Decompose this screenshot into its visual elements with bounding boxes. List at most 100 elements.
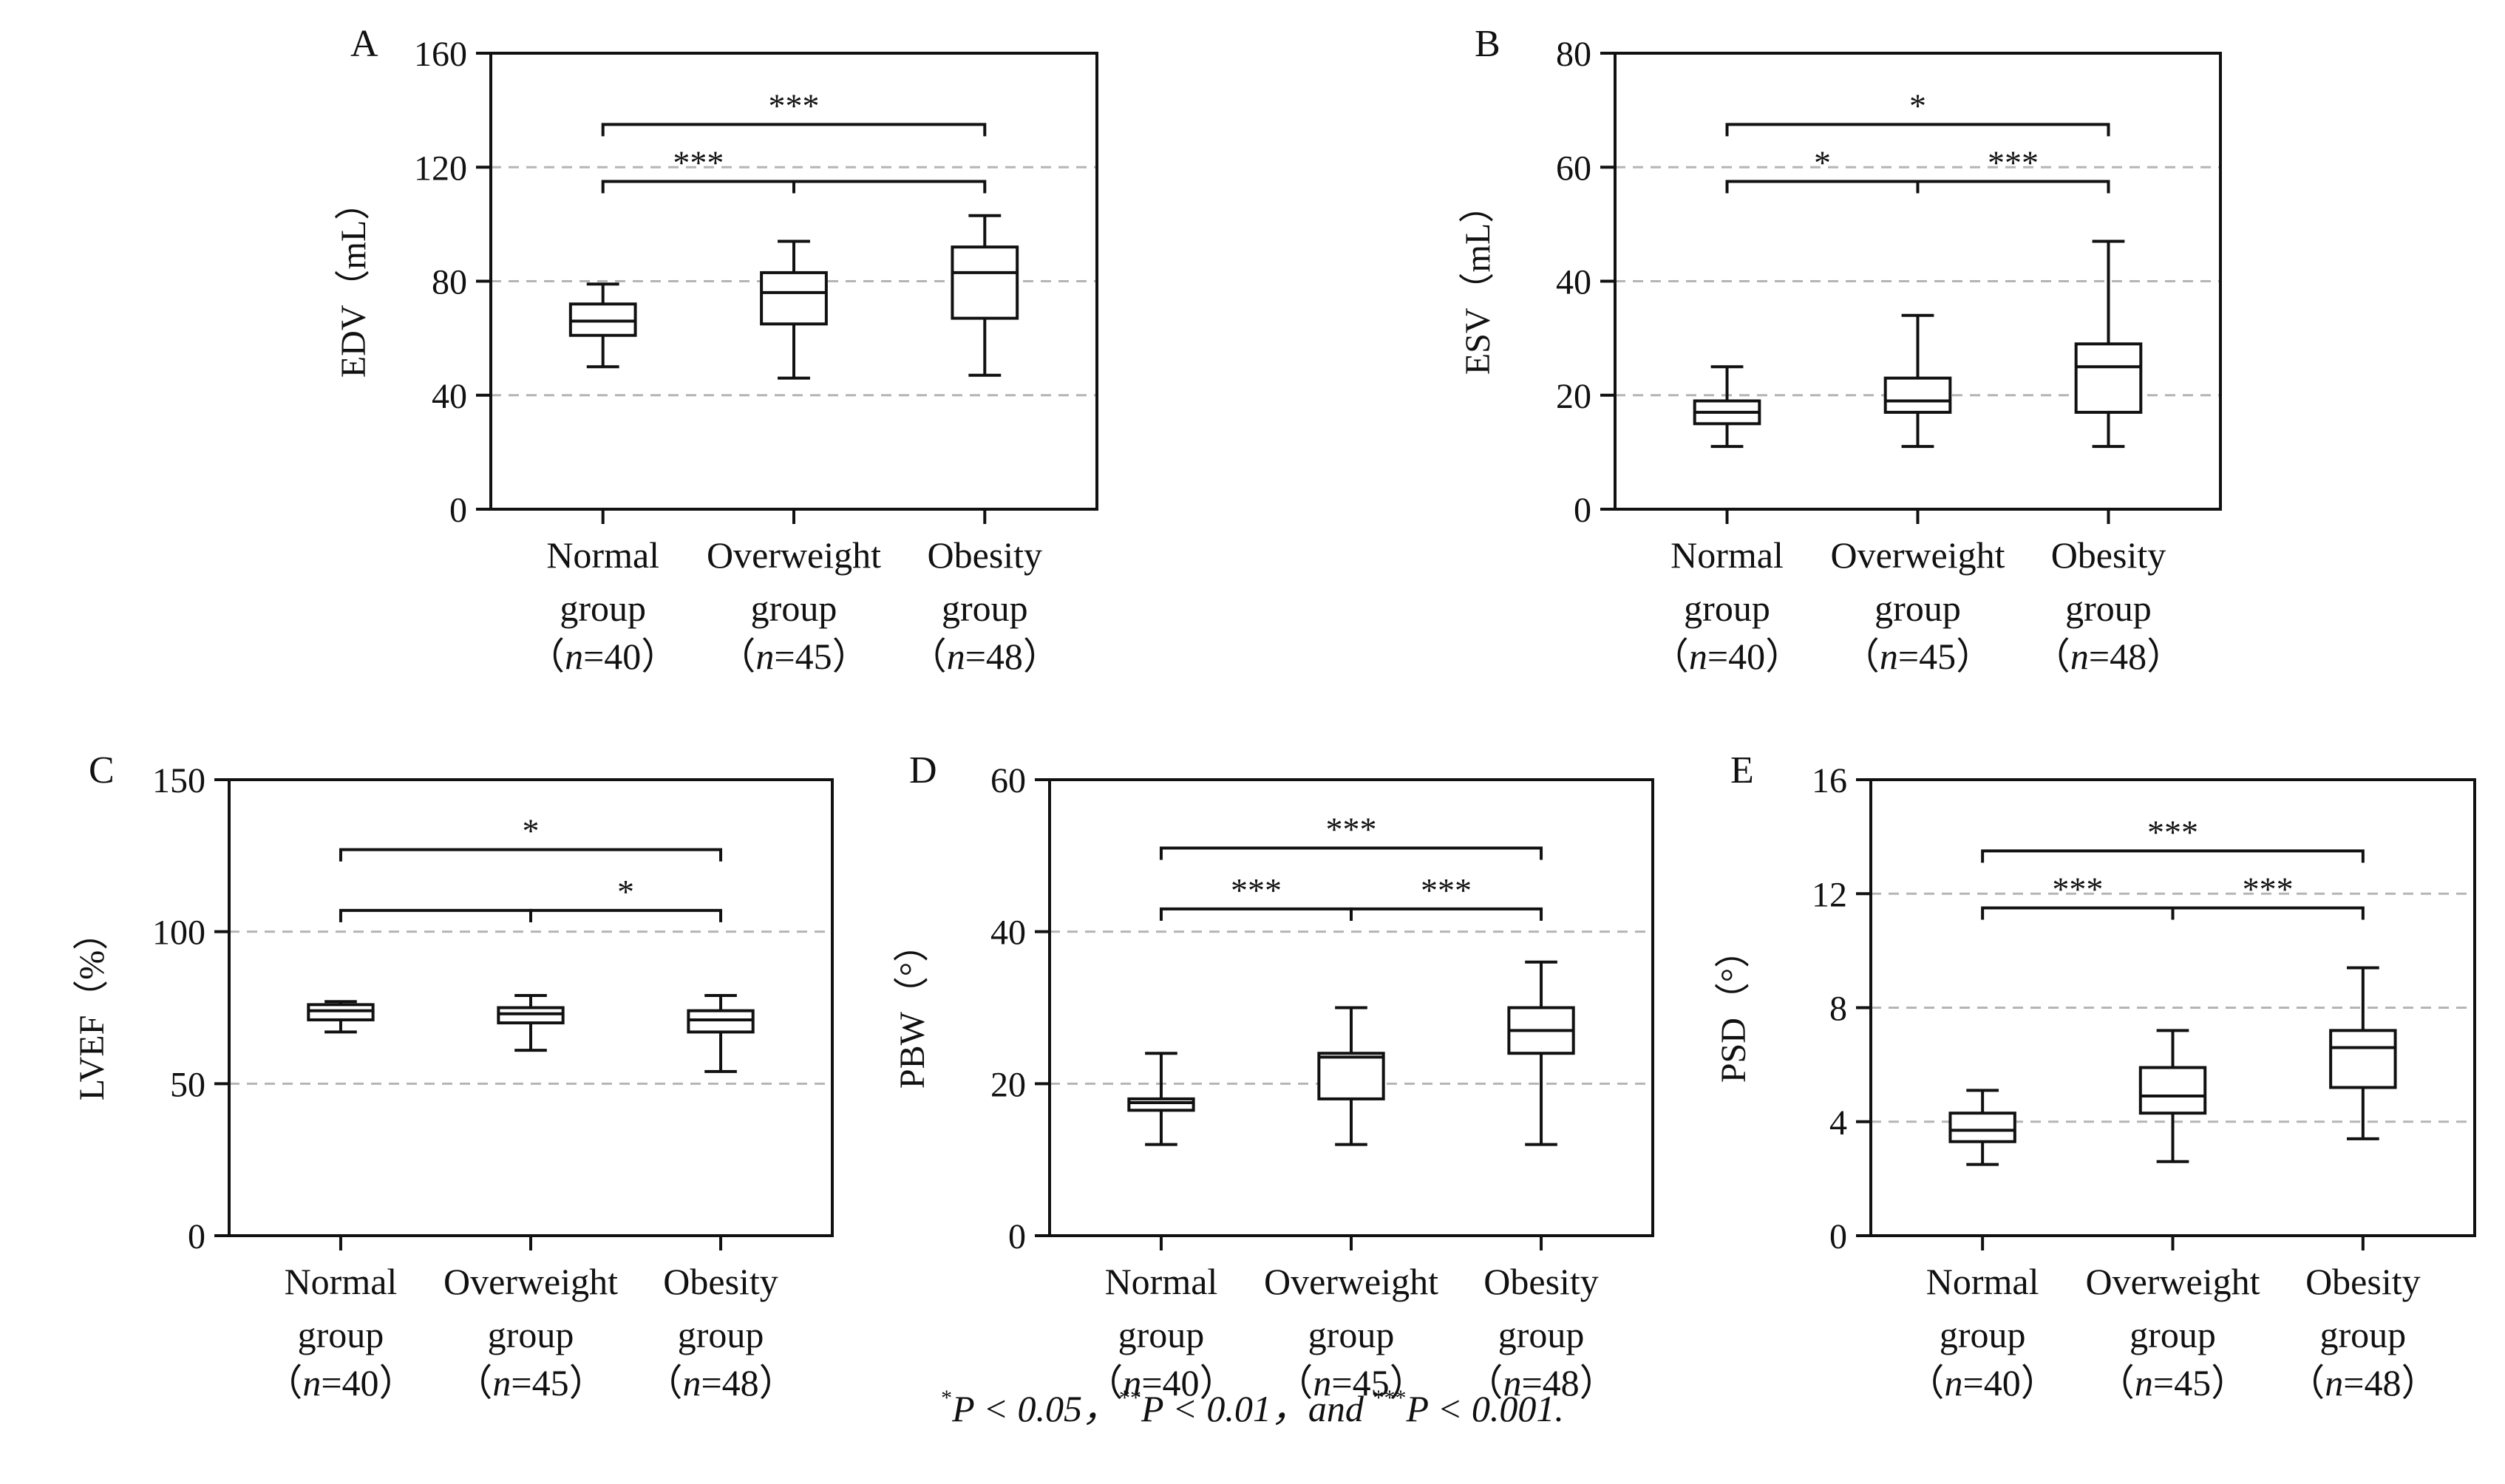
y-tick-label: 0 [1574,491,1591,530]
y-tick-label: 50 [170,1065,205,1104]
category-sub: group [1940,1314,2026,1355]
panel-label: E [1730,749,1754,792]
significance-label: *** [1231,871,1282,909]
significance-label: *** [673,144,724,182]
category-sub: group [488,1314,574,1355]
box-overweight [1883,313,1952,449]
category-n: （n=48） [645,1362,795,1403]
box-obesity [1507,960,1575,1146]
significance-bracket: * [1725,86,2110,137]
significance-bracket: * [529,873,723,922]
category-sub: group [1308,1314,1395,1355]
footnote-star-1: * [941,1386,953,1410]
category-n: （n=40） [1908,1362,2058,1403]
significance-footnote: *P < 0.05，**P < 0.01，and ***P < 0.001. [0,1379,2505,1432]
y-tick-label: 0 [449,491,467,530]
category-sub: group [560,588,646,629]
bracket-line [529,908,723,922]
category-sub: group [1498,1314,1585,1355]
bracket-line [1725,123,2110,137]
y-tick-label: 4 [1829,1103,1847,1143]
significance-bracket: *** [1159,871,1353,921]
category-n: （n=48） [1466,1362,1616,1403]
box-normal [568,282,637,369]
iqr-box [2074,342,2143,414]
category-n: （n=40） [265,1362,415,1403]
iqr-box [1127,1097,1195,1112]
bracket-line [1159,907,1353,921]
significance-bracket: *** [1916,144,2110,194]
box-overweight [2138,1029,2207,1163]
box-overweight [760,239,828,380]
category-n: （n=40） [1086,1362,1236,1403]
category-sub: group [751,588,837,629]
y-axis-label: ESV（mL） [1458,188,1498,375]
category-n: （n=45） [2098,1362,2248,1403]
box-normal [1948,1089,2016,1166]
panel-c: C 0 50 100 150 LVEF（%） Normal group （n=40） Overwe… [72,749,834,1403]
significance-label: *** [1421,871,1472,909]
bracket-line [601,180,795,194]
panel-label: A [350,23,378,65]
significance-bracket: *** [1350,871,1543,921]
bracket-line [2171,906,2365,920]
panel-label: C [89,749,115,792]
box-obesity [2329,966,2397,1140]
box-overweight [497,994,565,1052]
box-normal [307,1000,375,1034]
category-name: Overweight [443,1261,618,1302]
category-n: （n=45） [1276,1362,1426,1403]
significance-label: * [617,873,634,911]
category-n: （n=48） [2033,636,2183,677]
y-axis-label: LVEF（%） [72,915,112,1101]
bracket-line [1981,906,2175,920]
category-n: （n=45） [1843,636,1993,677]
y-tick-label: 40 [990,913,1026,953]
category-name: Normal [1105,1261,1218,1302]
significance-bracket: *** [601,86,987,137]
panel-a: A 0 40 80 120 160 EDV（mL） Normal group （n=40） Over… [334,23,1098,677]
y-tick-label: 40 [1556,263,1591,302]
significance-bracket: *** [1981,871,2175,920]
category-name: Obesity [1483,1261,1599,1302]
significance-bracket: *** [2171,871,2365,920]
significance-label: *** [1326,811,1377,848]
y-tick-label: 16 [1812,761,1847,800]
y-tick-label: 12 [1812,875,1847,914]
bracket-line [601,123,987,137]
significance-label: *** [1988,144,2039,182]
significance-label: * [1909,86,1926,124]
category-name: Overweight [1830,534,2005,576]
y-tick-label: 160 [414,35,467,74]
significance-bracket: *** [1159,811,1543,860]
significance-bracket [792,180,987,194]
iqr-box [1883,376,1952,414]
y-tick-label: 8 [1829,990,1847,1029]
significance-bracket [339,908,532,922]
category-n: （n=45） [455,1362,605,1403]
y-tick-label: 120 [414,149,467,188]
panel-label: D [909,749,937,792]
category-sub: group [2065,588,2152,629]
category-name: Overweight [2085,1261,2260,1302]
bracket-line [792,180,987,194]
footnote-star-3: *** [1373,1386,1407,1410]
category-sub: group [1118,1314,1205,1355]
box-overweight [1317,1006,1385,1146]
category-n: （n=40） [528,636,678,677]
y-tick-label: 60 [990,761,1026,800]
category-n: （n=40） [1652,636,1802,677]
box-normal [1693,365,1761,449]
y-axis-label: EDV（mL） [334,185,373,378]
bracket-line [1981,849,2365,863]
category-sub: group [1874,588,1961,629]
category-name: Overweight [707,534,881,576]
bracket-line [1725,180,1920,194]
y-tick-label: 0 [188,1217,205,1256]
category-n: （n=48） [910,636,1060,677]
panel-b: B 0 20 40 60 80 ESV（mL） Normal group （n=40） Overwe… [1458,23,2222,677]
category-sub: group [942,588,1028,629]
y-tick-label: 60 [1556,149,1591,188]
y-tick-label: 150 [152,761,205,800]
